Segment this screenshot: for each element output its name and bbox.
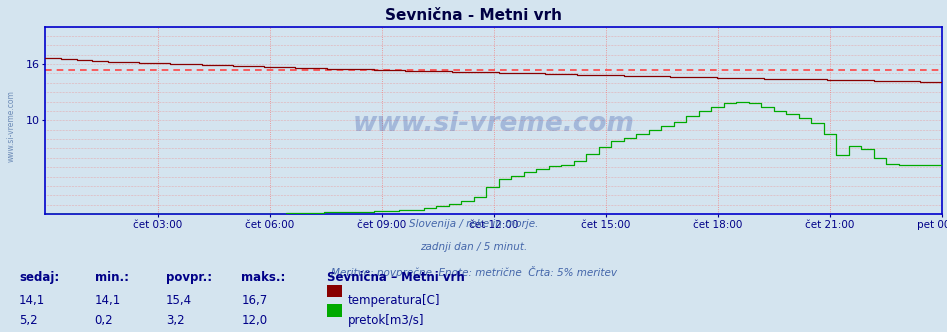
Text: 5,2: 5,2 <box>19 314 38 327</box>
Text: temperatura[C]: temperatura[C] <box>348 294 440 307</box>
Text: min.:: min.: <box>95 271 129 284</box>
Text: maks.:: maks.: <box>241 271 286 284</box>
Text: Slovenija / reke in morje.: Slovenija / reke in morje. <box>409 219 538 229</box>
Text: www.si-vreme.com: www.si-vreme.com <box>353 111 634 137</box>
Text: sedaj:: sedaj: <box>19 271 60 284</box>
Text: Sevnična - Metni vrh: Sevnična - Metni vrh <box>385 8 562 23</box>
Text: 0,2: 0,2 <box>95 314 114 327</box>
Text: zadnji dan / 5 minut.: zadnji dan / 5 minut. <box>420 242 527 252</box>
Text: 3,2: 3,2 <box>166 314 185 327</box>
Text: povpr.:: povpr.: <box>166 271 212 284</box>
Text: www.si-vreme.com: www.si-vreme.com <box>7 90 16 162</box>
Text: 14,1: 14,1 <box>19 294 45 307</box>
Text: Sevnična – Metni vrh: Sevnična – Metni vrh <box>327 271 464 284</box>
Text: pretok[m3/s]: pretok[m3/s] <box>348 314 424 327</box>
Text: 16,7: 16,7 <box>241 294 268 307</box>
Text: Meritve: povprečne  Enote: metrične  Črta: 5% meritev: Meritve: povprečne Enote: metrične Črta:… <box>331 266 616 278</box>
Text: 12,0: 12,0 <box>241 314 268 327</box>
Text: 14,1: 14,1 <box>95 294 121 307</box>
Text: 15,4: 15,4 <box>166 294 192 307</box>
